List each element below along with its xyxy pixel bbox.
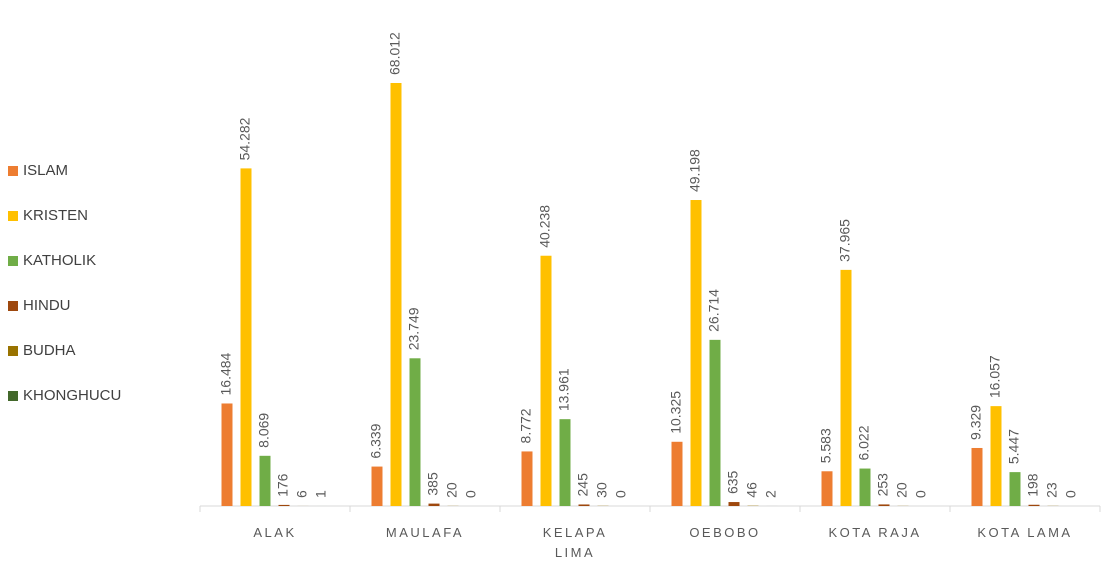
bar [821,471,833,506]
bar [671,441,683,506]
x-tick-label: OEBOBO [689,525,761,540]
legend-label: KHONGHUCU [23,387,121,404]
x-tick-label: ALAK [253,525,297,540]
data-label: 9.329 [968,405,984,440]
legend-swatch [8,346,18,356]
data-label: 6 [294,490,310,498]
data-label: 16.484 [218,352,234,395]
data-label: 198 [1025,473,1041,497]
data-label: 23 [1044,482,1060,498]
legend-swatch [8,256,18,266]
data-label: 176 [275,473,291,497]
data-label: 385 [425,472,441,496]
data-label: 54.282 [237,117,253,160]
data-label: 1 [313,490,329,498]
bar [428,503,440,506]
bar [971,447,983,506]
data-label: 0 [913,490,929,498]
data-label: 2 [763,490,779,498]
bar [221,403,233,506]
data-label: 253 [875,473,891,497]
legend-label: ISLAM [23,162,68,179]
bar [878,504,890,506]
legend-swatch [8,391,18,401]
data-label: 68.012 [387,32,403,75]
data-label: 46 [744,482,760,498]
bar [1009,472,1021,506]
bar [540,255,552,506]
data-label: 16.057 [987,355,1003,398]
x-tick-label: MAULAFA [385,525,465,540]
data-label: 0 [463,490,479,498]
data-label: 13.961 [556,368,572,411]
data-label: 245 [575,473,591,497]
bar [240,168,252,506]
data-label: 5.583 [818,428,834,463]
bar [371,466,383,506]
legend-swatch [8,301,18,311]
data-label: 26.714 [706,289,722,332]
data-label: 49.198 [687,149,703,192]
bar [728,502,740,506]
data-label: 6.022 [856,425,872,460]
bar [690,200,702,507]
data-label: 635 [725,470,741,494]
x-tick-label: KELAPA LIMA [542,525,608,560]
bar [521,451,533,506]
bar [840,269,852,506]
data-label: 8.069 [256,413,272,448]
data-label: 10.325 [668,391,684,434]
bar [578,504,590,506]
bar [390,83,402,506]
data-label: 0 [1063,490,1079,498]
legend-label: KRISTEN [23,207,88,224]
bar [278,504,290,506]
data-label: 20 [894,482,910,498]
data-label: 6.339 [368,423,384,458]
bar [409,358,421,506]
data-label: 5.447 [1006,429,1022,464]
data-label: 40.238 [537,205,553,248]
x-tick-label: KOTA RAJA [828,525,922,540]
data-label: 30 [594,482,610,498]
data-label: 8.772 [518,408,534,443]
bar [709,339,721,506]
data-label: 20 [444,482,460,498]
legend-label: KATHOLIK [23,252,96,269]
data-label: 0 [613,490,629,498]
bar [259,455,271,506]
x-tick-label: KOTA LAMA [977,525,1073,540]
legend-swatch [8,211,18,221]
bar [859,468,871,506]
legend-swatch [8,166,18,176]
data-label: 37.965 [837,219,853,262]
data-label: 23.749 [406,307,422,350]
bar [559,419,571,506]
legend-label: HINDU [23,297,71,314]
bar [1028,504,1040,506]
bar [990,406,1002,506]
legend-label: BUDHA [23,342,76,359]
